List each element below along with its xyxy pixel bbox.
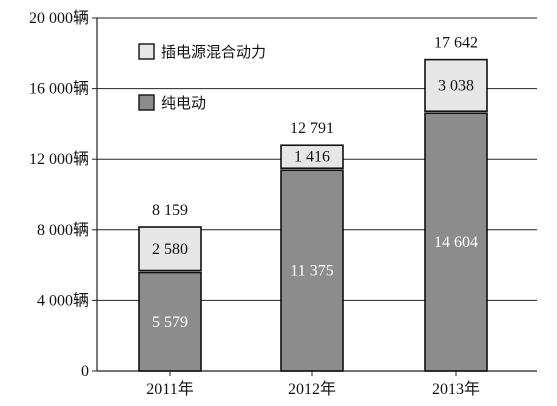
- bar-segment-bev: [424, 112, 488, 372]
- y-tick-label: 8 000辆: [37, 221, 89, 239]
- bar-segment-phev: [280, 144, 344, 170]
- legend-label: 纯电动: [161, 94, 206, 112]
- legend-swatch: [138, 43, 155, 60]
- segment-data-label: 1 416: [294, 149, 330, 166]
- segment-data-label: 14 604: [434, 234, 478, 251]
- total-data-label: 8 159: [152, 202, 188, 219]
- x-tick-label: 2011年: [146, 380, 193, 398]
- y-tick-label: 16 000辆: [29, 80, 89, 98]
- y-tick-label: 12 000辆: [29, 150, 89, 168]
- total-data-label: 17 642: [434, 35, 478, 52]
- bar-segment-phev: [138, 226, 202, 272]
- labels: 0 4 000辆 8 000辆 12 000辆 16 000辆 20 000辆 2011年 2…: [29, 9, 480, 398]
- bars: [138, 58, 488, 372]
- bar-segment-phev: [424, 58, 488, 113]
- segment-data-label: 3 038: [438, 77, 474, 94]
- x-tick-label: 2013年: [432, 380, 480, 398]
- segment-data-label: 2 580: [152, 241, 188, 258]
- legend-label: 插电源混合动力: [161, 43, 266, 61]
- bar-segment-bev: [138, 271, 202, 372]
- segment-data-label: 11 375: [290, 263, 333, 280]
- y-tick-label: 4 000辆: [37, 291, 89, 309]
- legend-swatch: [138, 94, 155, 111]
- total-data-label: 12 791: [290, 120, 334, 137]
- y-tick-label: 0: [81, 363, 89, 380]
- x-tick-label: 2012年: [288, 380, 336, 398]
- y-tick-label: 20 000辆: [29, 9, 89, 27]
- bar-segment-bev: [280, 169, 344, 372]
- segment-data-label: 5 579: [152, 314, 188, 331]
